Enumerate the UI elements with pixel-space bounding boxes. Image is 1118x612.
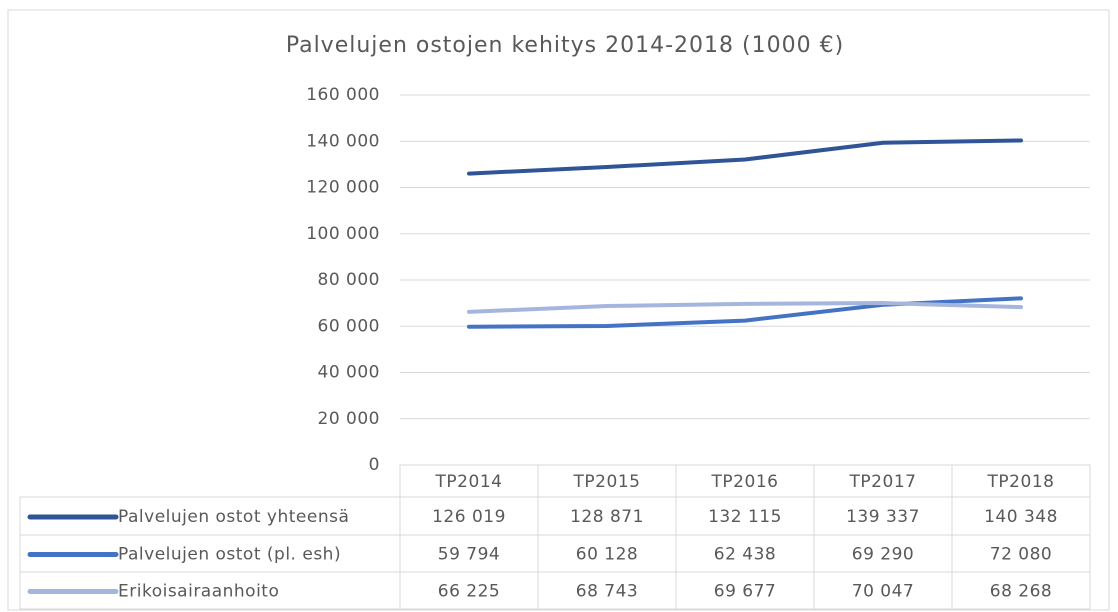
- y-tick-label: 20 000: [318, 409, 380, 429]
- y-tick-label: 40 000: [318, 363, 380, 383]
- x-tick-label: TP2016: [711, 472, 779, 492]
- table-value: 139 337: [846, 507, 920, 527]
- legend-label: Erikoisairaanhoito: [118, 582, 279, 602]
- table-value: 59 794: [438, 545, 500, 565]
- y-tick-label: 160 000: [306, 85, 380, 105]
- table-value: 126 019: [432, 507, 506, 527]
- y-tick-label: 60 000: [318, 316, 380, 336]
- table-cell: [951, 571, 1091, 610]
- table-value: 62 438: [714, 545, 776, 565]
- table-value: 128 871: [570, 507, 644, 527]
- legend-label: Palvelujen ostot yhteensä: [118, 507, 349, 527]
- table-value: 68 268: [990, 582, 1052, 602]
- y-tick-label: 100 000: [306, 224, 380, 244]
- legend-label: Palvelujen ostot (pl. esh): [118, 545, 341, 565]
- table-value: 66 225: [438, 582, 500, 602]
- x-tick-label: TP2014: [435, 472, 503, 492]
- x-tick-label: TP2015: [573, 472, 641, 492]
- table-value: 68 743: [576, 582, 638, 602]
- table-value: 69 677: [714, 582, 776, 602]
- y-tick-label: 80 000: [318, 270, 380, 290]
- y-tick-label: 0: [369, 455, 380, 475]
- table-value: 72 080: [990, 545, 1052, 565]
- x-tick-label: TP2017: [849, 472, 917, 492]
- table-value: 69 290: [852, 545, 914, 565]
- y-tick-label: 120 000: [306, 178, 380, 198]
- y-tick-label: 140 000: [306, 131, 380, 151]
- series-line: [467, 138, 1023, 176]
- series-line: [467, 301, 1023, 314]
- x-tick-label: TP2018: [987, 472, 1055, 492]
- chart-title: Palvelujen ostojen kehitys 2014-2018 (10…: [286, 33, 844, 58]
- table-value: 70 047: [852, 582, 914, 602]
- table-value: 60 128: [576, 545, 638, 565]
- table-value: 140 348: [984, 507, 1058, 527]
- table-value: 132 115: [708, 507, 782, 527]
